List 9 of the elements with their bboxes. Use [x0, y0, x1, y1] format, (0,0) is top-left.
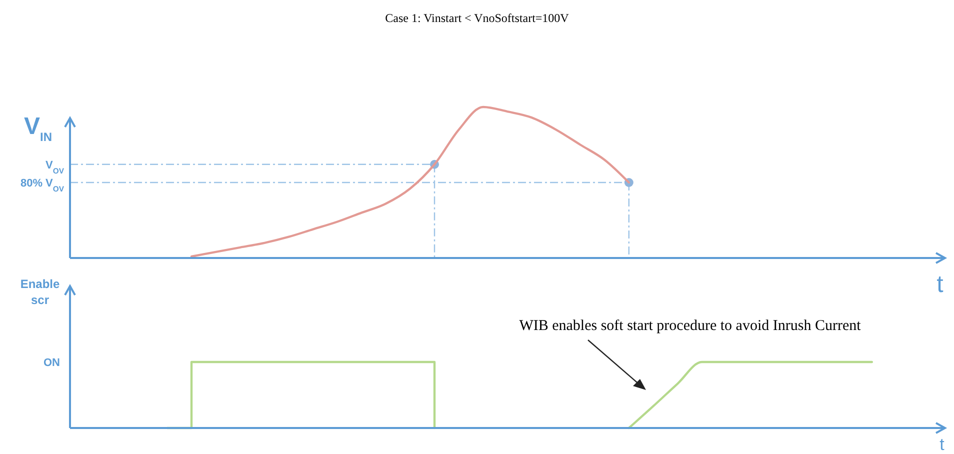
text: ON	[44, 357, 60, 369]
text: 80% V$_{OV}$	[20, 178, 65, 193]
x-axis-title: t	[936, 271, 944, 298]
x-axis-title: t	[940, 435, 945, 454]
text: WIB enables soft start procedure to avoid Inrush Current	[519, 318, 862, 334]
text: V$_{OV}$	[46, 159, 65, 175]
y-axis-title: V$_{IN}$	[24, 113, 52, 144]
y-axis-title: Enable scr	[20, 277, 60, 307]
chart-title: Case 1: Vinstart < VnoSoftstart=100V	[385, 11, 570, 25]
